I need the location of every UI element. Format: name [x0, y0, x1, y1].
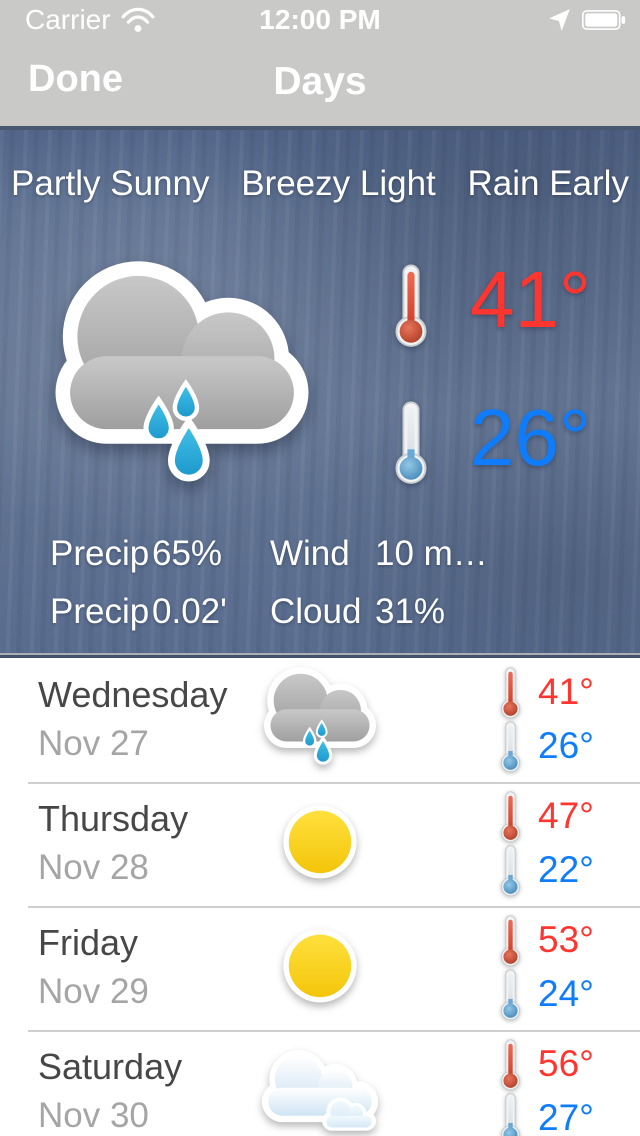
- row-separator: [28, 1030, 640, 1032]
- current-weather-rain-cloud-icon: [36, 254, 328, 507]
- row-separator: [28, 782, 640, 784]
- status-bar: Carrier 12:00 PM: [0, 0, 640, 40]
- precip-chance-label: Precip: [50, 534, 150, 573]
- day-row-thursday[interactable]: Thursday Nov 28 47° 22°: [0, 782, 640, 906]
- clouds-icon: [252, 1036, 388, 1136]
- condition-phrase: Partly Sunny: [11, 164, 210, 203]
- wind-label: Wind: [270, 534, 350, 573]
- day-date: Nov 27: [38, 724, 149, 763]
- page-title: Days: [273, 60, 367, 103]
- day-name: Saturday: [38, 1046, 183, 1087]
- stats-row: Precip 0.02' Cloud 31%: [0, 592, 640, 650]
- battery-icon: [582, 10, 626, 30]
- day-low-temp: 27°: [538, 1097, 594, 1136]
- nav-bar: Done Days: [0, 40, 640, 126]
- rain-cloud-icon: [252, 664, 388, 776]
- sun-icon: [252, 788, 388, 900]
- cloud-cover-value: 31%: [375, 592, 446, 631]
- carrier-label: Carrier: [25, 4, 111, 35]
- day-date: Nov 28: [38, 848, 149, 887]
- precip-chance-value: 65%: [152, 534, 223, 573]
- cloud-cover-label: Cloud: [270, 592, 362, 631]
- day-high-temp: 53°: [538, 919, 594, 960]
- day-row-saturday[interactable]: Saturday Nov 30 56° 27°: [0, 1030, 640, 1136]
- thermometer-blue-icon: [498, 721, 523, 773]
- thermometer-red-icon: [498, 667, 523, 719]
- day-name: Wednesday: [38, 674, 228, 715]
- day-high-temp: 47°: [538, 795, 594, 836]
- thermometer-red-icon: [392, 262, 430, 350]
- thermometer-blue-icon: [498, 1093, 523, 1136]
- current-low-temp: 26°: [470, 393, 591, 482]
- current-conditions-panel: Partly Sunny Breezy Light Rain Early 41°…: [0, 126, 640, 653]
- location-arrow-icon: [549, 9, 570, 31]
- day-low-temp: 22°: [538, 849, 594, 890]
- thermometer-red-icon: [498, 791, 523, 843]
- condition-phrase: Rain Early: [467, 164, 629, 203]
- done-button[interactable]: Done: [28, 58, 123, 100]
- thermometer-blue-icon: [498, 845, 523, 897]
- day-row-wednesday[interactable]: Wednesday Nov 27 41° 26°: [0, 658, 640, 782]
- stats-row: Precip 65% Wind 10 m…: [0, 534, 640, 592]
- day-high-temp: 56°: [538, 1043, 594, 1084]
- day-date: Nov 29: [38, 972, 149, 1011]
- day-low-temp: 26°: [538, 725, 594, 766]
- row-separator: [28, 906, 640, 908]
- sun-icon: [252, 912, 388, 1024]
- thermometer-blue-icon: [498, 969, 523, 1021]
- day-name: Friday: [38, 922, 139, 963]
- panel-divider-light: [0, 653, 640, 655]
- current-high-temp: 41°: [470, 255, 591, 344]
- precip-amount-value: 0.02': [152, 592, 227, 631]
- thermometer-red-icon: [498, 1039, 523, 1091]
- conditions-summary: Partly Sunny Breezy Light Rain Early: [0, 164, 640, 204]
- day-name: Thursday: [38, 798, 189, 839]
- day-low-temp: 24°: [538, 973, 594, 1014]
- day-row-friday[interactable]: Friday Nov 29 53° 24°: [0, 906, 640, 1030]
- wind-value: 10 m…: [375, 534, 488, 573]
- panel-divider-dark: [0, 655, 640, 658]
- status-time: 12:00 PM: [259, 4, 381, 35]
- wifi-icon: [121, 7, 155, 32]
- condition-phrase: Breezy Light: [241, 164, 436, 203]
- day-high-temp: 41°: [538, 671, 594, 712]
- thermometer-blue-icon: [392, 400, 430, 486]
- day-date: Nov 30: [38, 1096, 149, 1135]
- precip-amount-label: Precip: [50, 592, 150, 631]
- day-list: Wednesday Nov 27 41° 26° Thursday Nov 28…: [0, 658, 640, 1136]
- thermometer-red-icon: [498, 915, 523, 967]
